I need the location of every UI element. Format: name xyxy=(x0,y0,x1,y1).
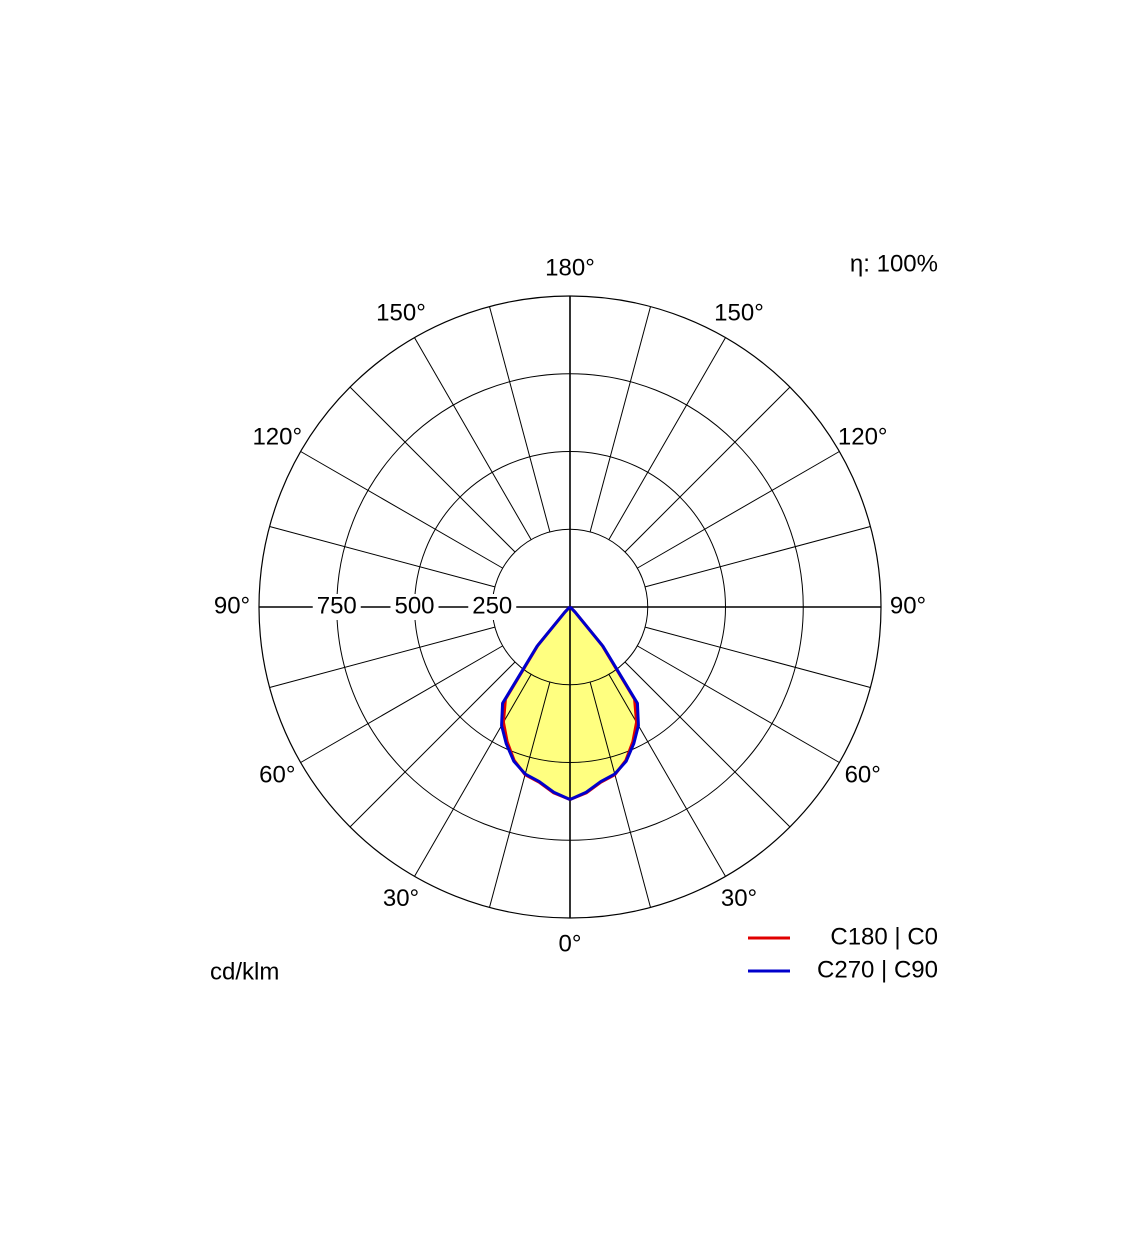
radial-grid-line xyxy=(608,674,726,877)
radial-grid-line xyxy=(269,526,496,588)
angle-label: 180° xyxy=(545,254,595,281)
angle-label: 120° xyxy=(838,423,888,450)
grid xyxy=(259,296,881,918)
radial-grid-line xyxy=(624,661,791,828)
radial-grid-line xyxy=(269,626,496,688)
radial-grid-line xyxy=(349,386,516,553)
angle-label: 90° xyxy=(214,592,250,619)
r-tick-label: 250 xyxy=(472,592,512,619)
radial-grid-line xyxy=(300,451,503,569)
angle-label: 60° xyxy=(259,761,295,788)
r-tick-label: 500 xyxy=(394,592,434,619)
unit-label: cd/klm xyxy=(210,958,279,985)
r-tick-label: 750 xyxy=(317,592,357,619)
angle-label: 30° xyxy=(383,885,419,912)
series-line xyxy=(569,605,640,801)
angle-label: 30° xyxy=(721,885,757,912)
angle-label: 150° xyxy=(714,300,764,327)
radial-grid-line xyxy=(414,674,532,877)
radial-grid-line xyxy=(300,645,503,763)
radial-grid-line xyxy=(608,337,726,540)
radial-grid-line xyxy=(489,681,551,908)
tick-label-bg xyxy=(312,594,361,620)
radial-grid-line xyxy=(644,626,871,688)
angle-label: 150° xyxy=(376,300,426,327)
series-line xyxy=(500,605,571,801)
angle-label: 0° xyxy=(559,930,582,957)
radial-grid-line xyxy=(637,451,840,569)
tick-label-bg xyxy=(468,594,517,620)
radial-grid-line xyxy=(349,661,516,828)
radial-grid-line xyxy=(489,306,551,533)
angle-label: 90° xyxy=(890,592,926,619)
radial-grid-line xyxy=(589,306,651,533)
legend-label: C270 | C90 xyxy=(817,956,938,983)
angle-label: 60° xyxy=(845,761,881,788)
tick-label-bg xyxy=(390,594,439,620)
radial-grid-line xyxy=(624,386,791,553)
radial-grid-line xyxy=(637,645,840,763)
radial-grid-line xyxy=(644,526,871,588)
angle-label: 120° xyxy=(252,423,302,450)
radial-grid-line xyxy=(414,337,532,540)
radial-grid-line xyxy=(589,681,651,908)
legend-label: C180 | C0 xyxy=(830,923,938,950)
efficiency-label: η: 100% xyxy=(850,250,938,277)
